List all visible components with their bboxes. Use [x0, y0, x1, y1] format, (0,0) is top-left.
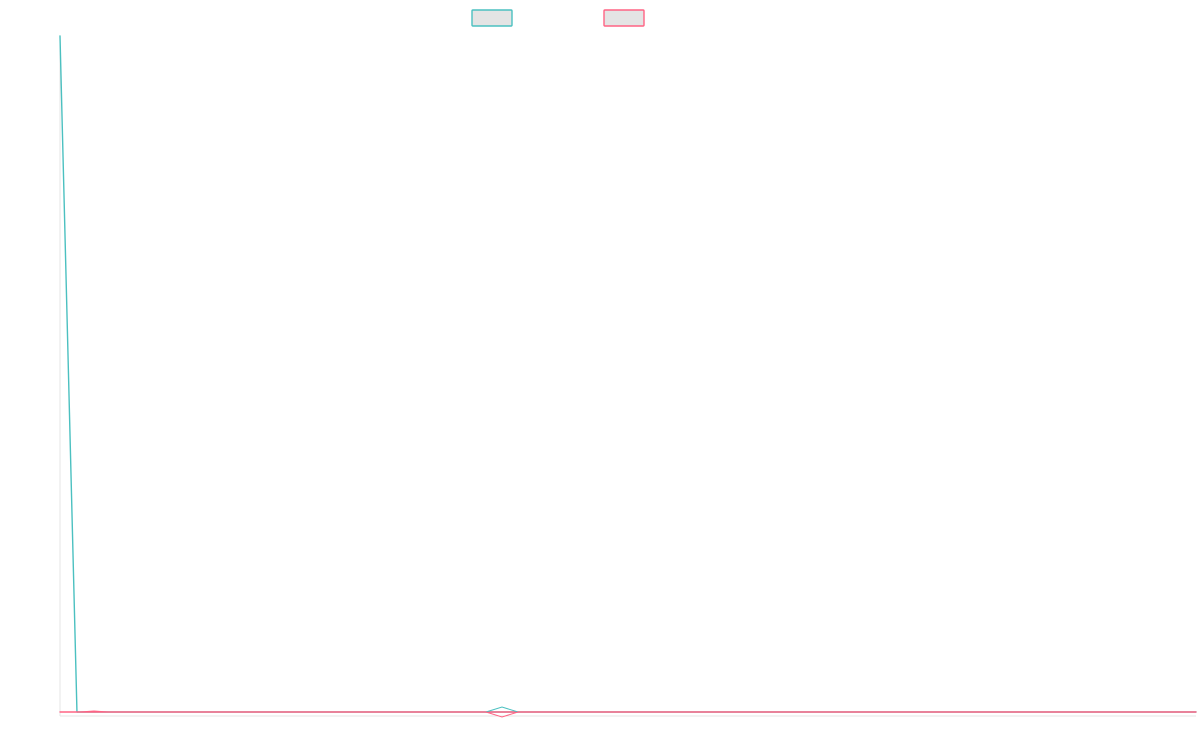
series-2-marker-diamond [485, 711, 519, 718]
series-line-1 [59, 35, 1197, 713]
legend [471, 9, 645, 27]
marker-layer [60, 706, 519, 718]
series-layer [59, 35, 1197, 713]
legend-swatch-series-2[interactable] [603, 9, 645, 27]
series-1-marker-diamond [485, 706, 519, 713]
axes [59, 36, 1196, 717]
legend-swatch-series-1[interactable] [471, 9, 513, 27]
series-2-start-segment [60, 710, 109, 713]
